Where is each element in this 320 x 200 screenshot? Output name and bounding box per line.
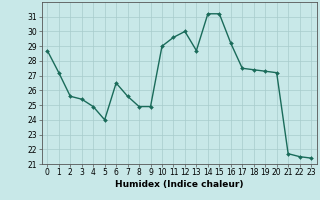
X-axis label: Humidex (Indice chaleur): Humidex (Indice chaleur) [115, 180, 244, 189]
